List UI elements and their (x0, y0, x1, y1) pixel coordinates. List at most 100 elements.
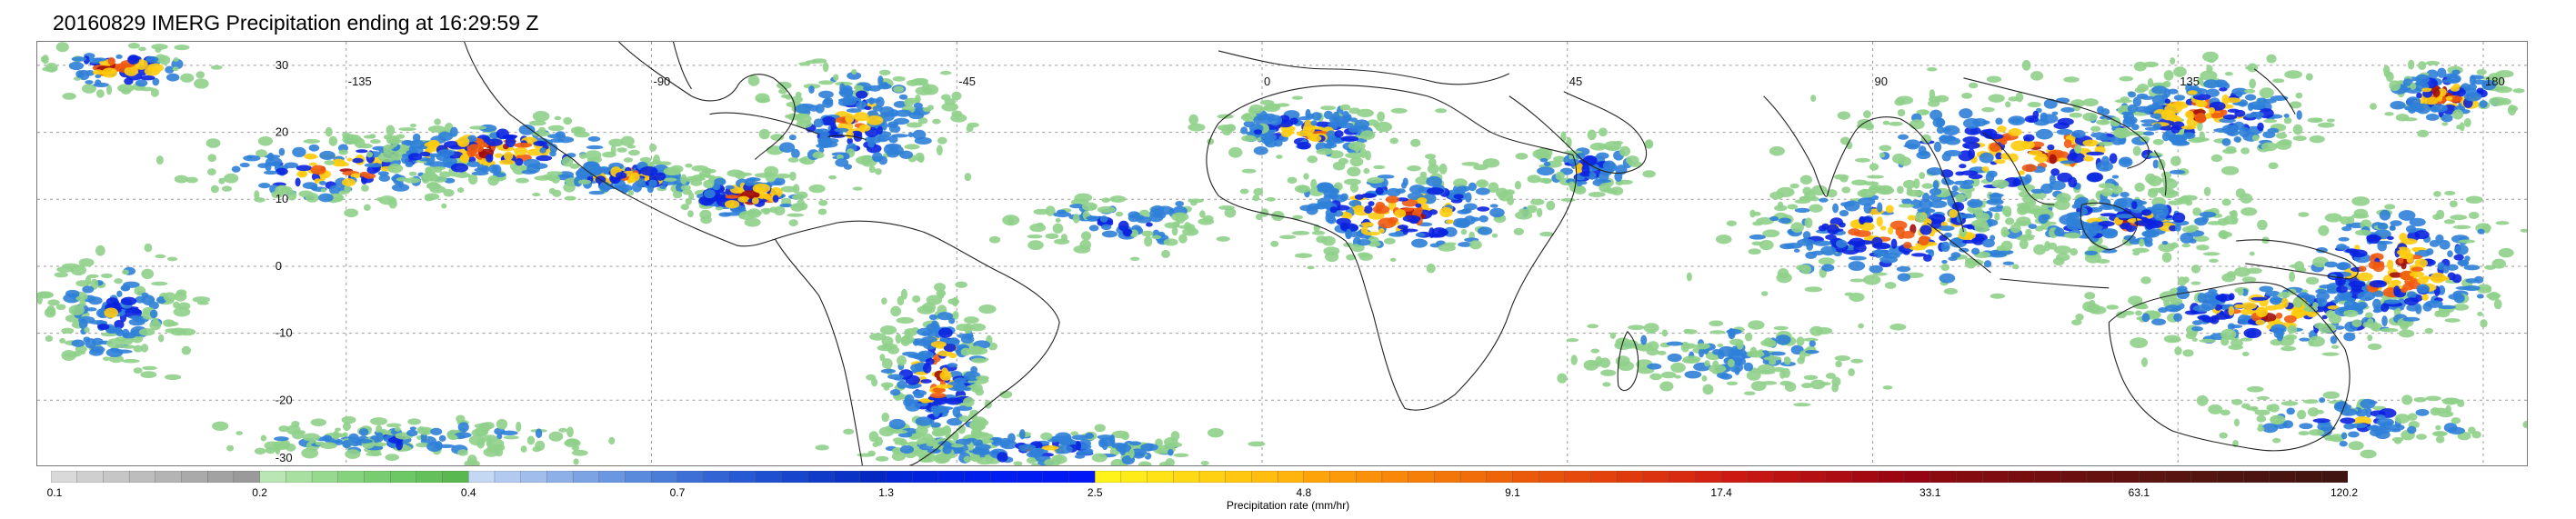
precip-cell (1458, 241, 1473, 247)
precip-cell (1914, 190, 1921, 197)
precip-cell (1553, 155, 1567, 163)
precip-cell (1100, 224, 1112, 231)
precip-cell (2147, 77, 2154, 88)
precip-cell (795, 104, 811, 114)
precip-cell (386, 125, 396, 136)
colorbar-segment (1486, 471, 1513, 483)
precip-cell (2225, 145, 2237, 154)
precip-cell (1736, 340, 1744, 350)
colorbar-segment (2243, 471, 2270, 483)
precip-cell (1402, 177, 1408, 187)
precip-cell (847, 71, 862, 80)
precip-cell (1599, 183, 1611, 193)
precip-cell (2163, 70, 2174, 81)
precip-cell (1869, 163, 1879, 171)
precip-cell (1428, 209, 1438, 215)
precip-cell (875, 168, 882, 175)
precip-cell (906, 79, 919, 86)
precip-cell (1353, 205, 1365, 213)
colorbar-segment (2321, 471, 2348, 483)
precip-cell (265, 163, 272, 172)
precip-cell (639, 166, 658, 176)
precip-cell (932, 387, 946, 394)
precip-cell (1543, 161, 1551, 167)
precip-cell (2164, 304, 2181, 313)
precip-cell (685, 163, 693, 168)
precip-cell (1357, 252, 1371, 258)
precip-cell (907, 132, 914, 138)
precip-cell (2119, 75, 2134, 82)
precip-cell (377, 171, 389, 176)
precip-cell (1560, 131, 1567, 143)
precip-cell (1603, 141, 1622, 151)
precip-cell (1943, 149, 1962, 156)
precip-cell (1588, 191, 1606, 197)
precip-cell (2016, 216, 2031, 226)
precip-cell (75, 295, 85, 302)
precip-cell (770, 134, 785, 141)
precip-cell (1967, 198, 1983, 208)
precip-cell (1833, 174, 1849, 180)
precip-cell (1539, 231, 1554, 237)
precip-cell (1402, 207, 1413, 212)
precip-cell (95, 89, 105, 98)
precip-cell (1515, 153, 1529, 160)
precip-cell (930, 405, 940, 414)
precip-cell (2152, 138, 2164, 145)
precip-cell (2451, 109, 2464, 120)
precip-cell (2447, 426, 2466, 434)
precip-cell (1033, 208, 1049, 215)
precip-cell (2433, 190, 2441, 197)
precip-cell (2367, 334, 2373, 342)
precip-cell (1581, 164, 1590, 175)
precip-cell (2408, 106, 2417, 114)
precip-cell (1935, 95, 1950, 103)
precip-cell (2449, 200, 2458, 208)
precip-cell (1702, 384, 1714, 395)
precip-cell (467, 454, 477, 465)
precip-cell (2278, 139, 2292, 146)
colorbar-segment (2295, 471, 2322, 483)
precip-cell (1879, 145, 1892, 152)
precip-cell (1339, 104, 1351, 111)
precip-cell (1040, 432, 1053, 441)
precip-cell (1898, 156, 1911, 166)
precip-cell (929, 393, 947, 399)
precip-cell (2477, 312, 2483, 317)
precip-cell (2354, 229, 2371, 236)
precip-cell (2456, 125, 2462, 130)
precip-cell (456, 136, 470, 147)
precip-cell (892, 437, 905, 444)
precip-cell (1372, 205, 1390, 215)
precip-cell (239, 162, 250, 168)
precip-cell (680, 185, 691, 191)
precip-cell (2305, 73, 2313, 81)
longitude-label: 180 (2485, 75, 2505, 88)
colorbar-segment (572, 471, 600, 483)
precip-cell (1266, 196, 1277, 202)
precip-cell (2151, 95, 2168, 105)
precip-cell (680, 204, 689, 211)
precip-cell (1568, 158, 1579, 165)
precip-cell (2479, 100, 2488, 108)
precip-cell (2415, 303, 2422, 314)
precip-cell (2140, 209, 2152, 216)
precip-cell (388, 198, 397, 209)
precip-cell (2175, 140, 2189, 145)
precip-cell (2322, 391, 2340, 399)
precip-cell (394, 426, 401, 432)
precip-cell (2512, 88, 2525, 94)
precip-cell (1939, 273, 1956, 284)
precip-cell (628, 149, 640, 156)
precip-cell (1793, 403, 1811, 407)
precip-cell (2476, 87, 2484, 94)
precip-cell (808, 105, 819, 112)
precip-cell (2074, 144, 2082, 155)
precip-cell (1960, 239, 1978, 244)
precip-cell (1368, 212, 1385, 220)
precip-cell (936, 384, 954, 389)
precip-cell (1109, 195, 1127, 203)
precip-cell (1002, 215, 1020, 226)
precip-cell (2415, 408, 2430, 416)
colorbar-segment (1068, 471, 1096, 483)
